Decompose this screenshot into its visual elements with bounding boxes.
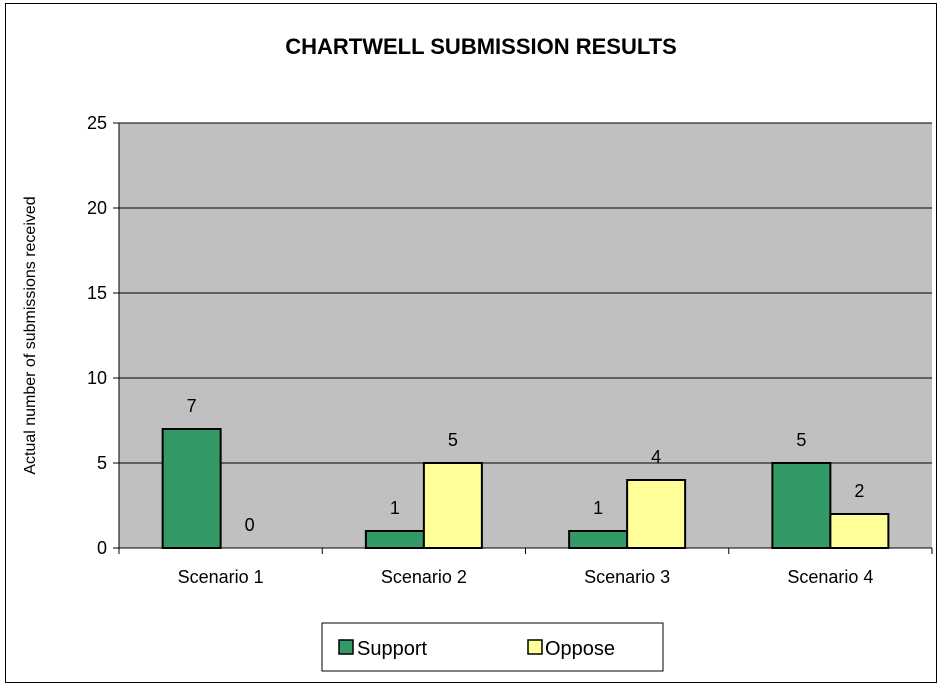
x-category-label: Scenario 2 [381,567,467,587]
data-label: 7 [187,396,197,416]
y-tick-label: 0 [97,538,107,558]
data-label: 1 [593,498,603,518]
legend-swatch-support [338,639,354,655]
data-label: 0 [245,515,255,535]
y-tick-label: 5 [97,453,107,473]
bar-support-1 [161,428,222,549]
y-tick-label: 25 [87,113,107,133]
legend: Support Oppose [321,622,664,672]
bar-support-3 [568,530,629,549]
data-label: 5 [448,430,458,450]
x-category-label: Scenario 3 [584,567,670,587]
x-category-label: Scenario 4 [787,567,873,587]
y-tick-label: 15 [87,283,107,303]
x-category-label: Scenario 1 [178,567,264,587]
bars: 7 0 1 5 1 4 5 2 [161,396,890,549]
legend-label-support: Support [357,638,427,660]
data-label: 2 [854,481,864,501]
bar-support-2 [364,530,425,549]
data-label: 1 [390,498,400,518]
bar-oppose-4 [829,513,890,549]
chart-title: CHARTWELL SUBMISSION RESULTS [285,34,677,59]
bar-oppose-2 [422,462,483,549]
y-axis-label: Actual number of submissions received [22,196,39,474]
y-tick-label: 10 [87,368,107,388]
legend-label-oppose: Oppose [545,638,615,660]
legend-box [321,622,664,672]
legend-swatch-oppose [527,639,543,655]
y-tick-label: 20 [87,198,107,218]
data-label: 5 [796,430,806,450]
data-label: 4 [651,447,661,467]
bar-oppose-3 [626,479,687,549]
bar-support-4 [771,462,832,549]
